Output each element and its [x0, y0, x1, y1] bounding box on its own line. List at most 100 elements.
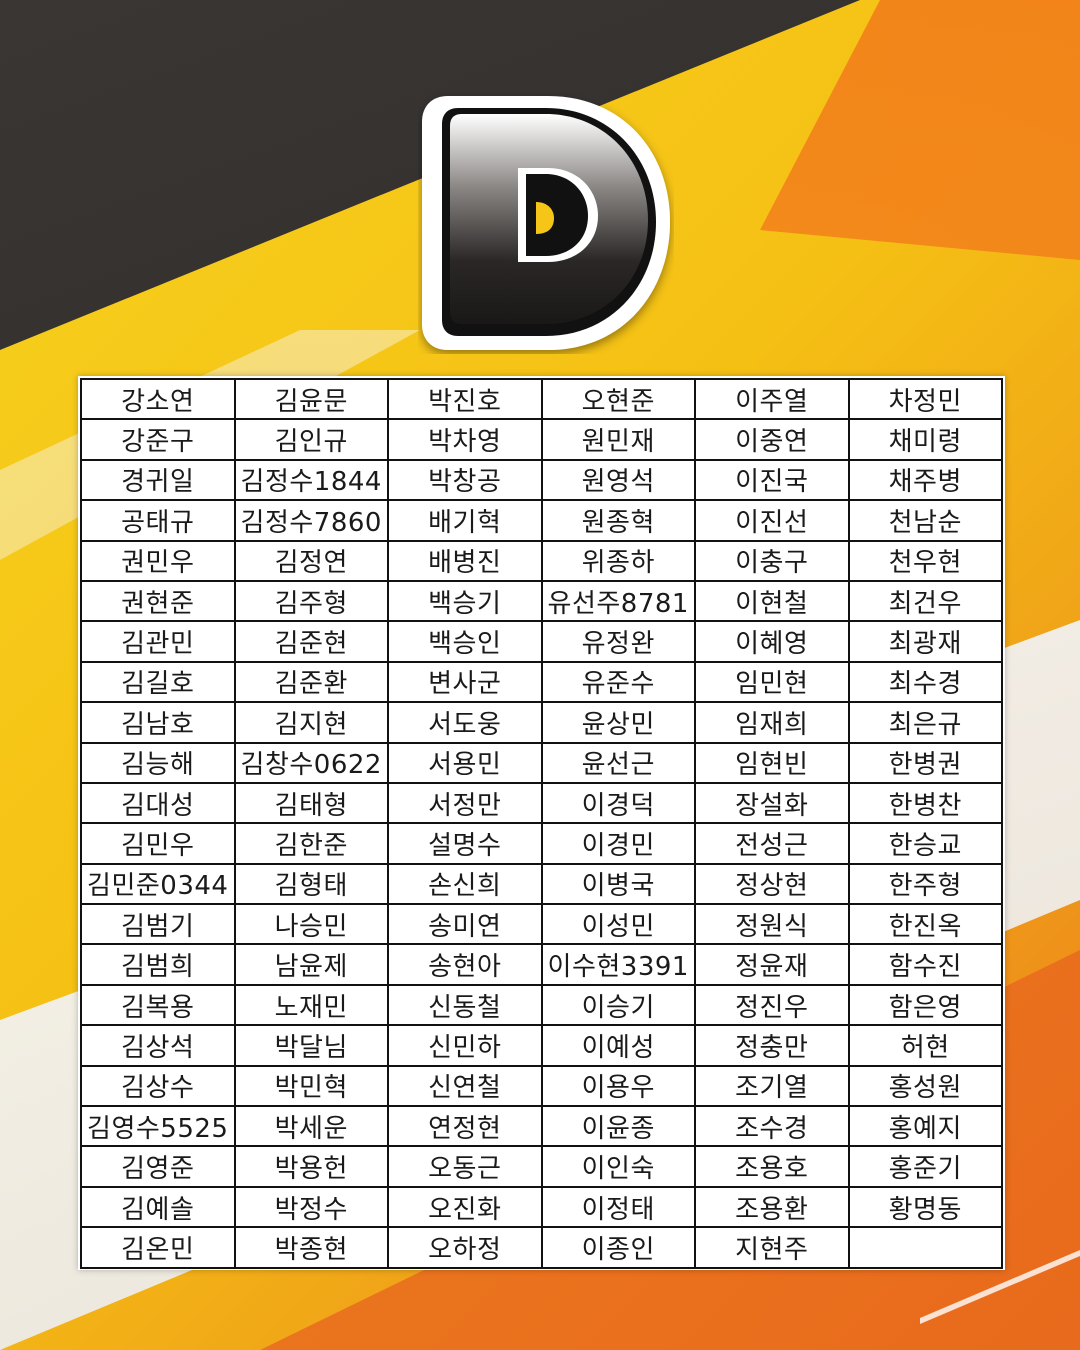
name-cell: 송미연: [387, 903, 543, 946]
name-cell: 유선주8781: [540, 579, 696, 623]
name-cell: 한병찬: [847, 781, 1003, 825]
name-cell: 윤선근: [540, 741, 696, 784]
name-cell: 김정연: [233, 539, 389, 582]
name-cell: 원영석: [540, 458, 696, 502]
name-cell: 박용헌: [233, 1145, 389, 1188]
name-cell: 최광재: [847, 620, 1003, 663]
name-cell: 오진화: [387, 1185, 543, 1229]
name-cell: 나승민: [233, 903, 389, 946]
name-cell: 박창공: [387, 458, 543, 502]
name-cell: 김민준0344: [80, 862, 236, 906]
name-cell: 이진선: [694, 499, 850, 542]
name-cell: 이윤종: [540, 1105, 696, 1148]
name-cell: 한승교: [847, 822, 1003, 865]
table-row: 김온민 박종현 오하정 이종인 지현주: [80, 1226, 1003, 1269]
name-cell: 이현철: [694, 579, 850, 623]
name-cell: 김복용: [80, 983, 236, 1027]
name-cell: 서도웅: [387, 701, 543, 744]
name-cell: 이종인: [540, 1226, 696, 1269]
names-table: 강소연 김윤문 박진호 오현준 이주열 차정민 강준구 김인규 박차영 원민재 이중연 채미령 경귀일 김…: [80, 377, 1003, 1269]
name-cell: 권현준: [80, 579, 236, 623]
name-cell: 김정수1844: [233, 458, 389, 502]
name-cell: 연정현: [387, 1105, 543, 1148]
name-cell: 이승기: [540, 983, 696, 1027]
name-cell: 김지현: [233, 701, 389, 744]
table-row: 김대성 김태형 서정만 이경덕 장설화 한병찬: [80, 781, 1003, 825]
name-cell: 권민우: [80, 539, 236, 582]
table-row: 김민준0344 김형태 손신희 이병국 정상현 한주형: [80, 862, 1003, 906]
name-cell: 최건우: [847, 579, 1003, 623]
table-row: 김능해 김창수0622 서용민 윤선근 임현빈 한병권: [80, 741, 1003, 784]
name-cell: 남윤제: [233, 943, 389, 986]
name-cell: 김온민: [80, 1226, 236, 1269]
name-cell: 최은규: [847, 701, 1003, 744]
name-cell: 김영준: [80, 1145, 236, 1188]
table-row: 김예솔 박정수 오진화 이정태 조용환 황명동: [80, 1185, 1003, 1229]
name-cell: 홍예지: [847, 1105, 1003, 1148]
table-row: 권민우 김정연 배병진 위종하 이충구 천우현: [80, 539, 1003, 582]
name-cell: 김태형: [233, 781, 389, 825]
name-cell: 이정태: [540, 1185, 696, 1229]
table-row: 김범희 남윤제 송현아 이수현3391 정윤재 함수진: [80, 943, 1003, 986]
table-row: 김영수5525 박세운 연정현 이윤종 조수경 홍예지: [80, 1105, 1003, 1148]
d-logo: [418, 92, 674, 354]
name-cell: 배기혁: [387, 499, 543, 542]
name-cell: 이수현3391: [540, 943, 696, 986]
name-cell: 홍준기: [847, 1145, 1003, 1188]
name-cell: 김범기: [80, 903, 236, 946]
name-cell: 이혜영: [694, 620, 850, 663]
name-cell: 박정수: [233, 1185, 389, 1229]
name-cell: 임현빈: [694, 741, 850, 784]
name-cell: 백승인: [387, 620, 543, 663]
name-cell: 공태규: [80, 499, 236, 542]
name-cell: 김한준: [233, 822, 389, 865]
name-cell: 이용우: [540, 1064, 696, 1108]
name-cell: 김능해: [80, 741, 236, 784]
name-cell: 전성근: [694, 822, 850, 865]
name-cell: 서용민: [387, 741, 543, 784]
name-cell: 함은영: [847, 983, 1003, 1027]
name-cell: 이경민: [540, 822, 696, 865]
name-cell: 김정수7860: [233, 499, 389, 542]
name-cell: 노재민: [233, 983, 389, 1027]
name-cell: 천남순: [847, 499, 1003, 542]
table-row: 공태규 김정수7860 배기혁 원종혁 이진선 천남순: [80, 499, 1003, 542]
name-cell: 신연철: [387, 1064, 543, 1108]
name-cell: 오동근: [387, 1145, 543, 1188]
table-row: 강준구 김인규 박차영 원민재 이중연 채미령: [80, 418, 1003, 461]
name-cell: 홍성원: [847, 1064, 1003, 1108]
name-cell: 한병권: [847, 741, 1003, 784]
name-cell: 이경덕: [540, 781, 696, 825]
name-cell: 윤상민: [540, 701, 696, 744]
name-cell: 임재희: [694, 701, 850, 744]
name-cell: 임민현: [694, 660, 850, 704]
name-cell: 정진우: [694, 983, 850, 1027]
name-cell: 장설화: [694, 781, 850, 825]
name-cell: 채미령: [847, 418, 1003, 461]
table-row: 경귀일 김정수1844 박창공 원영석 이진국 채주병: [80, 458, 1003, 502]
name-cell: 강소연: [80, 377, 236, 421]
table-row: 김범기 나승민 송미연 이성민 정원식 한진옥: [80, 903, 1003, 946]
name-cell: 한주형: [847, 862, 1003, 906]
name-cell: 백승기: [387, 579, 543, 623]
name-cell: 손신희: [387, 862, 543, 906]
name-cell: 박세운: [233, 1105, 389, 1148]
name-cell: 김형태: [233, 862, 389, 906]
name-cell: [847, 1226, 1003, 1269]
name-cell: 김상수: [80, 1064, 236, 1108]
name-cell: 김범희: [80, 943, 236, 986]
name-cell: 함수진: [847, 943, 1003, 986]
name-cell: 조수경: [694, 1105, 850, 1148]
name-cell: 박달님: [233, 1024, 389, 1067]
name-cell: 지현주: [694, 1226, 850, 1269]
name-cell: 박차영: [387, 418, 543, 461]
table-row: 김남호 김지현 서도웅 윤상민 임재희 최은규: [80, 701, 1003, 744]
name-cell: 김대성: [80, 781, 236, 825]
name-cell: 배병진: [387, 539, 543, 582]
name-cell: 김주형: [233, 579, 389, 623]
table-row: 김복용 노재민 신동철 이승기 정진우 함은영: [80, 983, 1003, 1027]
name-cell: 정원식: [694, 903, 850, 946]
table-row: 김상수 박민혁 신연철 이용우 조기열 홍성원: [80, 1064, 1003, 1108]
name-cell: 김관민: [80, 620, 236, 663]
name-cell: 정상현: [694, 862, 850, 906]
